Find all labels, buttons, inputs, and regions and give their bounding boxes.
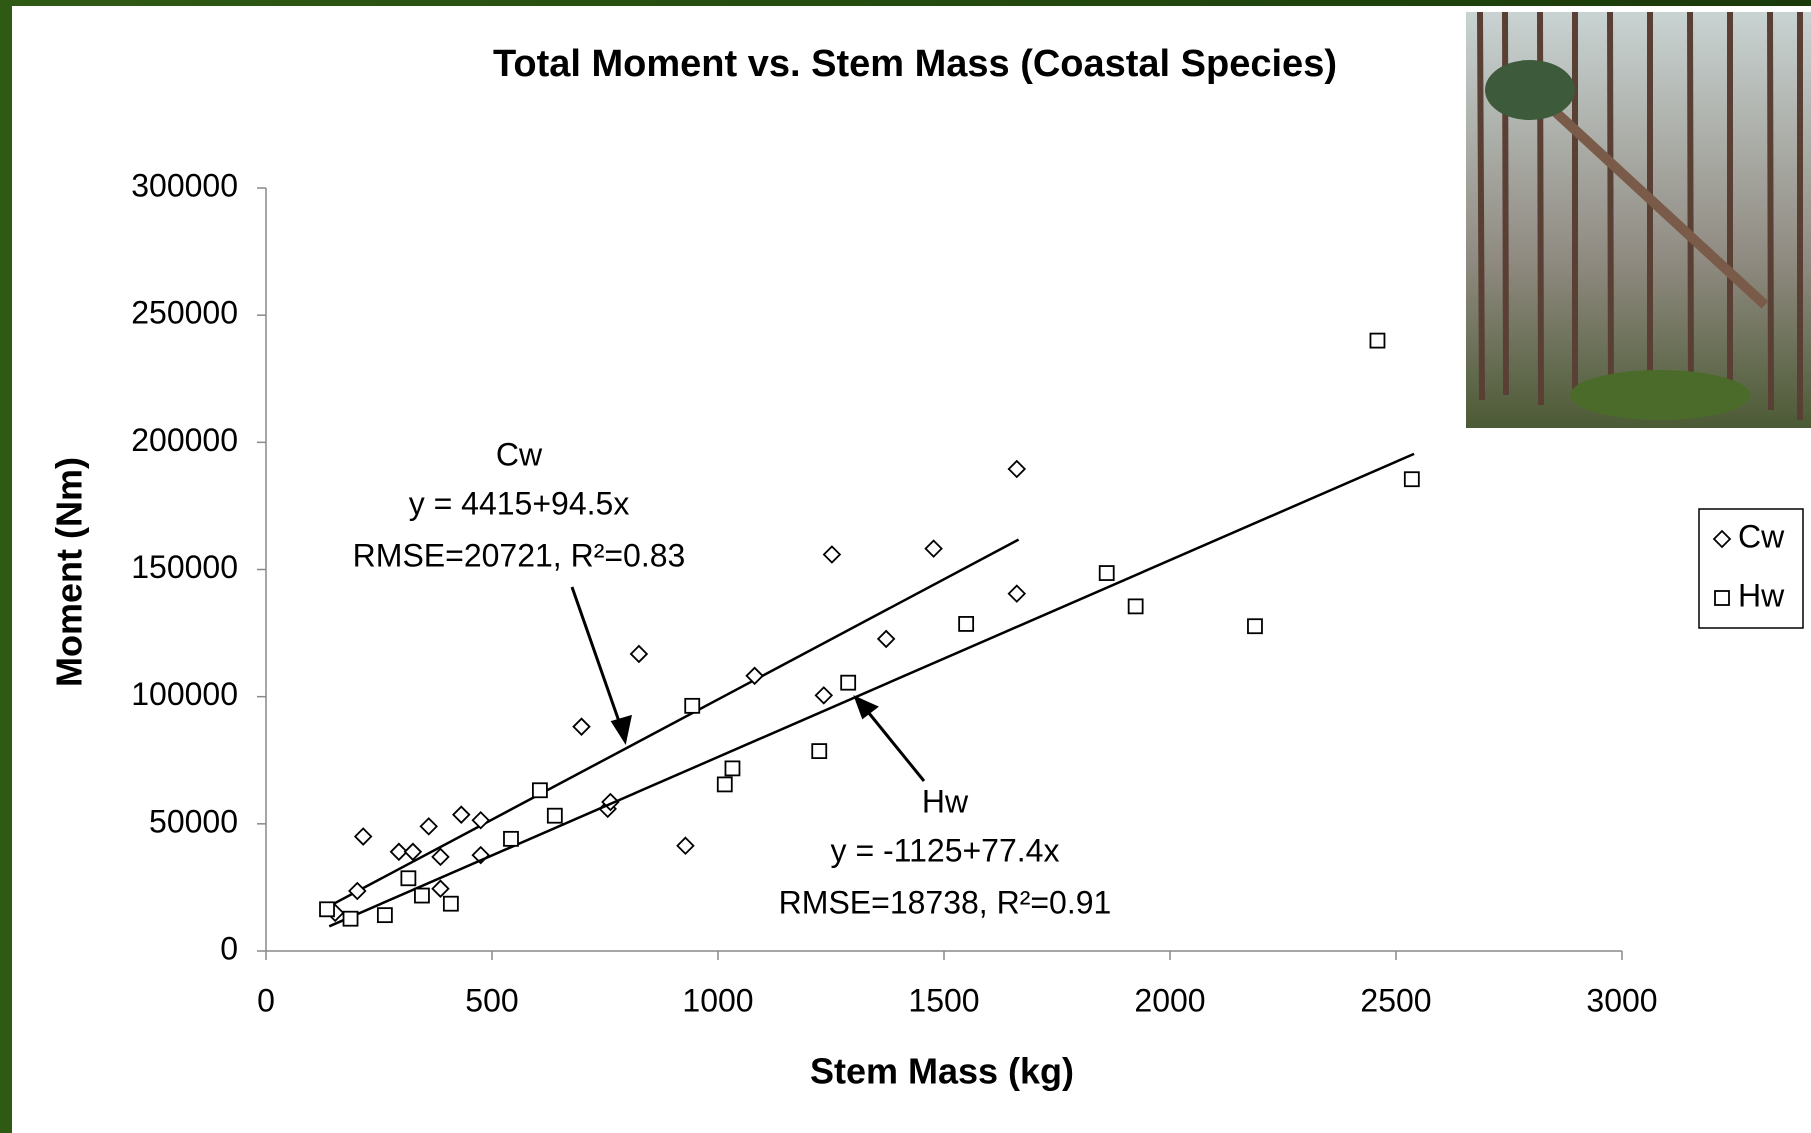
arrows: [570, 586, 926, 782]
data-point: [1007, 584, 1027, 603]
data-point: [342, 910, 359, 927]
x-axis-label: Stem Mass (kg): [810, 1051, 1074, 1092]
data-point: [572, 717, 591, 736]
data-point: [403, 842, 423, 862]
data-point: [924, 539, 943, 558]
data-point: [353, 827, 373, 846]
data-point: [319, 901, 335, 918]
annotation-label: Cw: [496, 436, 543, 472]
data-point: [876, 629, 896, 649]
legend-label: Cw: [1738, 518, 1785, 554]
data-point: [503, 830, 519, 847]
photo: [1466, 11, 1811, 428]
annotation-fit: RMSE=20721, R²=0.83: [353, 537, 686, 573]
data-point: [376, 907, 393, 924]
data-point: [684, 697, 701, 714]
x-tick-label: 0: [257, 982, 275, 1018]
data-point: [1403, 471, 1420, 488]
y-tick-label: 300000: [131, 167, 238, 203]
data-point: [431, 847, 450, 867]
x-tick-label: 2500: [1360, 982, 1431, 1018]
y-axis-label: Moment (Nm): [49, 457, 90, 687]
x-tick-label: 3000: [1586, 982, 1657, 1018]
y-tick-label: 250000: [131, 295, 238, 331]
data-point: [348, 881, 367, 901]
y-tick-label: 200000: [131, 422, 238, 458]
annotation-equation: y = 4415+94.5x: [409, 485, 630, 521]
data-point: [442, 895, 459, 912]
annotation-label: Hw: [922, 783, 969, 819]
y-tick-label: 50000: [149, 803, 238, 839]
data-point: [400, 870, 417, 887]
data-point: [1369, 332, 1386, 349]
data-point: [716, 776, 733, 793]
data-point: [811, 743, 828, 759]
data-point: [1007, 459, 1027, 479]
data-point: [431, 879, 450, 898]
trendline: [328, 452, 1415, 928]
data-point: [822, 545, 842, 564]
data-point: [745, 666, 764, 686]
legend-label: Hw: [1738, 577, 1785, 613]
legend-box: [1698, 508, 1804, 629]
data-point: [676, 836, 695, 855]
data-point: [389, 842, 409, 862]
chart-title: Total Moment vs. Stem Mass (Coastal Spec…: [493, 43, 1337, 85]
data-point: [814, 686, 834, 705]
y-tick-label: 0: [220, 930, 238, 966]
annotation-fit: RMSE=18738, R²=0.91: [779, 884, 1112, 920]
x-tick-label: 1500: [908, 982, 979, 1018]
data-point: [1247, 618, 1263, 635]
data-point: [419, 817, 438, 836]
y-tick-label: 100000: [131, 676, 238, 712]
x-tick-label: 500: [465, 982, 518, 1018]
x-tick-label: 1000: [682, 982, 753, 1018]
data-point: [724, 760, 741, 777]
legend-marker: [1712, 529, 1732, 549]
data-point: [629, 644, 649, 664]
data-point: [1127, 598, 1144, 615]
x-tick-label: 2000: [1134, 982, 1205, 1018]
data-point: [1098, 565, 1115, 581]
legend-marker: [1714, 590, 1730, 606]
data-point: [958, 616, 975, 632]
data-point: [414, 887, 430, 904]
data-point: [546, 807, 563, 824]
data-point: [471, 810, 490, 830]
trendline: [326, 538, 1020, 909]
annotation-equation: y = -1125+77.4x: [831, 832, 1060, 868]
data-point: [840, 674, 857, 691]
y-tick-label: 150000: [131, 549, 238, 585]
data-point: [451, 805, 471, 824]
data-point: [532, 782, 548, 799]
